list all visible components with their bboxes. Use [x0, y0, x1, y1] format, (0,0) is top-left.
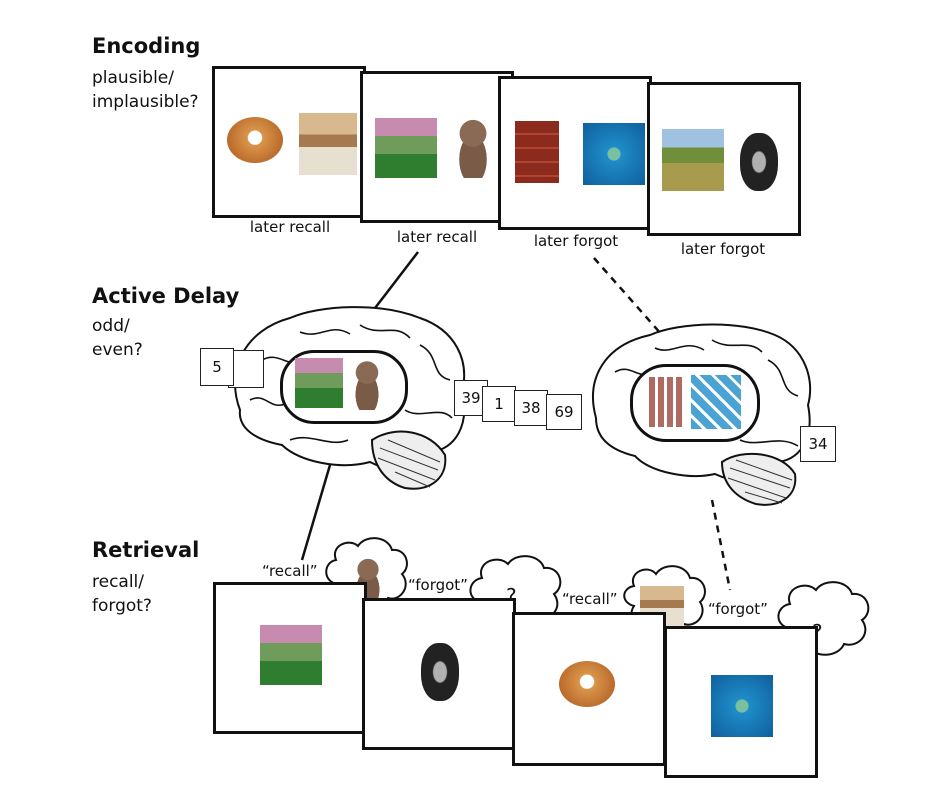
retrieval-prompt: recall/ forgot? [92, 572, 152, 616]
encoding-caption-3: later forgot [533, 232, 619, 250]
tire-image [740, 133, 778, 191]
dresser-image [515, 121, 559, 183]
encoding-heading: Encoding [92, 34, 201, 58]
delay-number-card-back [228, 350, 264, 388]
tire-image [421, 643, 459, 701]
delay-number-card: 69 [546, 394, 582, 430]
delay-number-card: 34 [800, 426, 836, 462]
retrieval-frame-3 [512, 612, 666, 766]
held-memory-right [630, 364, 760, 442]
kitchen-image [299, 113, 357, 175]
delay-prompt: odd/ even? [92, 316, 143, 360]
encoding-frame-3 [498, 76, 652, 230]
response-label: “recall” [262, 562, 318, 580]
retrieval-heading: Retrieval [92, 538, 200, 562]
response-label: “recall” [562, 590, 618, 608]
golf-course-image [295, 358, 343, 408]
bagel-image [227, 117, 283, 163]
teddy-bear-image [347, 358, 387, 410]
response-label: “forgot” [708, 600, 768, 618]
field-image [662, 129, 724, 191]
golf-course-image [260, 625, 322, 685]
held-memory-left [280, 350, 408, 424]
forgot-connector-top [593, 257, 663, 336]
dresser-image-faded [649, 377, 685, 427]
golf-course-image [375, 118, 437, 178]
delay-number-card: 38 [514, 390, 548, 426]
teddy-bear-image [449, 116, 497, 178]
encoding-frame-4 [647, 82, 801, 236]
response-label: “forgot” [408, 576, 468, 594]
encoding-caption-1: later recall [249, 218, 331, 236]
recall-connector-bottom [300, 464, 332, 561]
delay-heading: Active Delay [92, 284, 240, 308]
delay-number-card: 5 [200, 348, 234, 386]
unknown-mark: ? [506, 584, 517, 608]
island-image-faded [691, 375, 741, 429]
island-image [711, 675, 773, 737]
bagel-image [559, 661, 615, 707]
retrieval-frame-2 [362, 598, 516, 750]
encoding-frame-1 [212, 66, 366, 218]
forgot-connector-bottom [710, 499, 732, 591]
encoding-frame-2 [360, 71, 514, 223]
island-image [583, 123, 645, 185]
encoding-caption-4: later forgot [680, 240, 766, 258]
retrieval-frame-4 [664, 626, 818, 778]
encoding-prompt: plausible/ implausible? [92, 68, 199, 112]
recall-connector-top [371, 251, 419, 313]
retrieval-frame-1 [213, 582, 367, 734]
encoding-caption-2: later recall [396, 228, 478, 246]
delay-number-card: 1 [482, 386, 516, 422]
